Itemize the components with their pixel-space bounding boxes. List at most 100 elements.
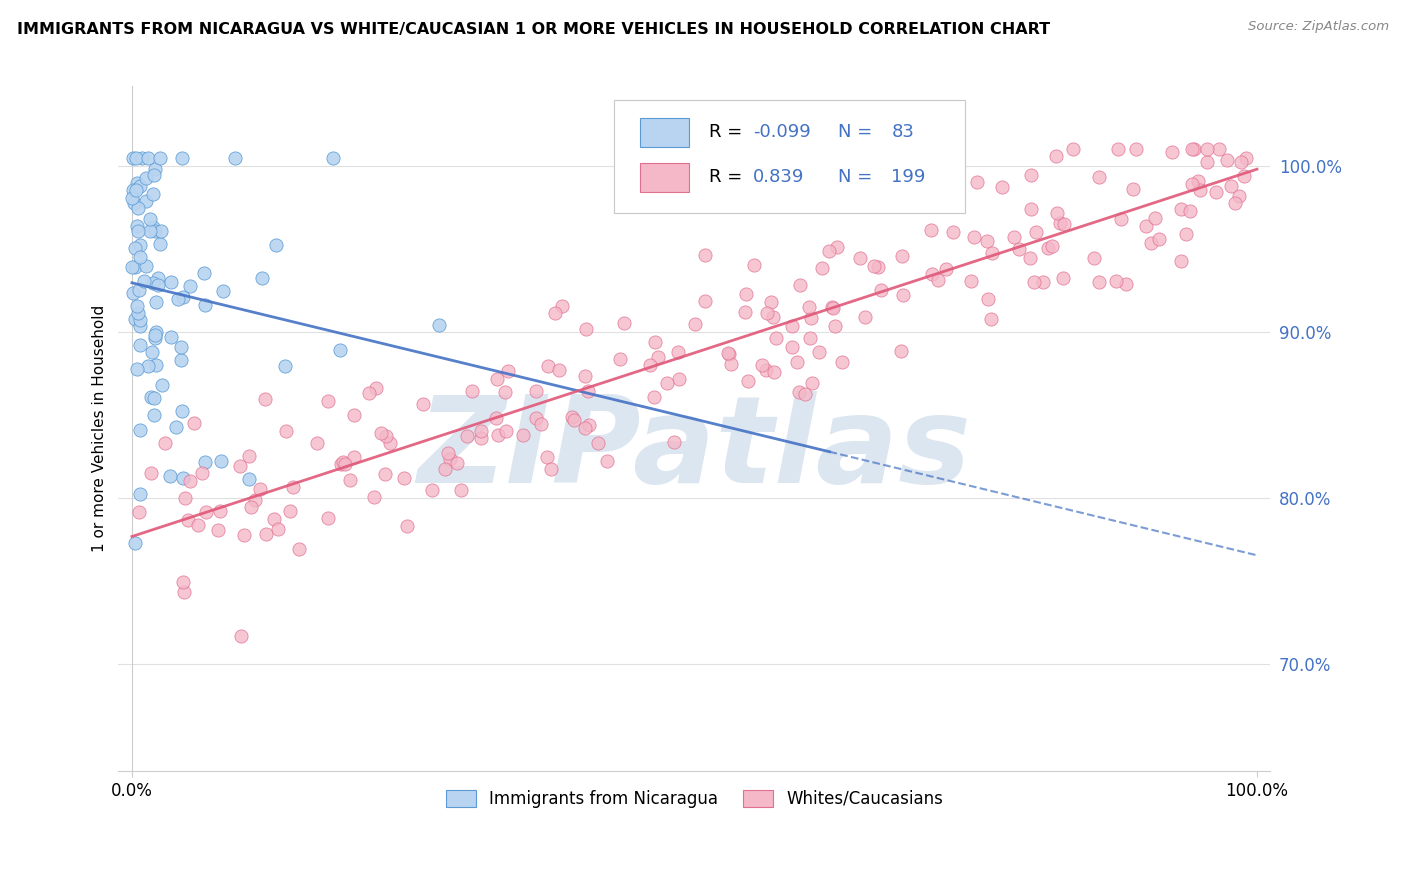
Point	[250, 271, 273, 285]
Point	[821, 300, 844, 314]
Point	[187, 518, 209, 533]
Point	[1135, 219, 1157, 233]
Point	[129, 338, 152, 352]
Point	[124, 312, 146, 326]
Point	[143, 327, 166, 342]
Text: ZIPatlas: ZIPatlas	[418, 391, 972, 508]
Point	[963, 229, 986, 244]
Point	[194, 455, 217, 469]
Point	[195, 505, 218, 519]
Point	[1219, 178, 1241, 193]
Point	[378, 435, 401, 450]
Point	[1040, 239, 1063, 253]
Point	[322, 151, 344, 165]
Point	[495, 424, 517, 438]
Point	[578, 417, 600, 432]
Point	[129, 487, 152, 501]
Point	[1147, 232, 1170, 246]
Point	[780, 340, 803, 354]
Text: Source: ZipAtlas.com: Source: ZipAtlas.com	[1249, 20, 1389, 33]
Point	[339, 473, 361, 487]
Point	[756, 306, 779, 320]
Point	[1087, 275, 1109, 289]
Point	[1115, 277, 1137, 291]
Point	[143, 391, 166, 405]
Point	[160, 330, 183, 344]
Point	[139, 212, 162, 227]
Point	[179, 474, 201, 488]
Point	[124, 536, 146, 550]
Point	[821, 301, 844, 315]
Point	[263, 512, 285, 526]
Point	[831, 355, 853, 369]
Point	[232, 527, 254, 541]
Point	[891, 249, 914, 263]
Point	[278, 504, 301, 518]
Point	[170, 404, 193, 418]
Point	[717, 347, 740, 361]
Point	[124, 241, 146, 255]
Point	[921, 267, 943, 281]
Point	[121, 285, 143, 300]
Point	[283, 480, 305, 494]
FancyBboxPatch shape	[640, 118, 689, 146]
Point	[1036, 241, 1059, 255]
Point	[824, 319, 846, 334]
Point	[891, 287, 914, 301]
Point	[1022, 275, 1045, 289]
Point	[1083, 251, 1105, 265]
Point	[183, 417, 205, 431]
Point	[643, 390, 665, 404]
Point	[536, 450, 558, 464]
Point	[807, 345, 830, 359]
Point	[456, 429, 478, 443]
Point	[827, 240, 849, 254]
Point	[249, 482, 271, 496]
Point	[717, 346, 740, 360]
Point	[811, 260, 834, 275]
Point	[127, 219, 149, 233]
Point	[135, 171, 157, 186]
Point	[524, 384, 547, 398]
Text: N =: N =	[838, 123, 879, 141]
Point	[145, 294, 167, 309]
Point	[129, 423, 152, 437]
Point	[1025, 226, 1047, 240]
Point	[333, 457, 356, 471]
Point	[173, 491, 195, 506]
Point	[179, 278, 201, 293]
Point	[129, 250, 152, 264]
Point	[737, 375, 759, 389]
Point	[1046, 206, 1069, 220]
Point	[143, 331, 166, 345]
Point	[596, 454, 619, 468]
FancyBboxPatch shape	[614, 100, 965, 213]
Point	[800, 311, 823, 326]
Point	[734, 287, 756, 301]
Point	[1233, 169, 1256, 183]
Point	[254, 392, 277, 406]
Point	[316, 511, 339, 525]
Point	[370, 426, 392, 441]
Point	[274, 359, 297, 374]
Point	[267, 522, 290, 536]
Point	[420, 483, 443, 497]
Point	[980, 246, 1002, 260]
Y-axis label: 1 or more Vehicles in Household: 1 or more Vehicles in Household	[93, 305, 107, 552]
Point	[122, 196, 145, 211]
Point	[159, 468, 181, 483]
Point	[142, 276, 165, 290]
Point	[167, 292, 190, 306]
Point	[496, 364, 519, 378]
Point	[486, 428, 509, 442]
Point	[254, 526, 277, 541]
Point	[1225, 196, 1247, 211]
Point	[145, 325, 167, 339]
Point	[169, 340, 191, 354]
Point	[125, 176, 148, 190]
Point	[927, 273, 949, 287]
Point	[329, 343, 352, 357]
Point	[439, 451, 461, 466]
Point	[1111, 212, 1133, 227]
Point	[1170, 253, 1192, 268]
